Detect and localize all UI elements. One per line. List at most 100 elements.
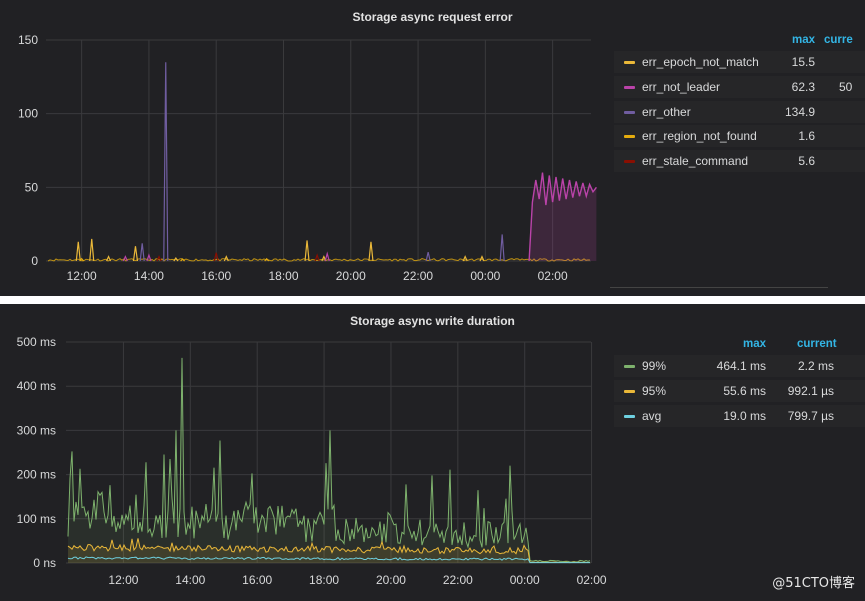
legend-max-value: 1.6: [798, 129, 815, 144]
legend-swatch: [624, 61, 635, 64]
y-tick-label: 200 ms: [17, 468, 56, 482]
legend-current-header[interactable]: current: [797, 338, 837, 350]
legend-series-name: 95%: [642, 383, 667, 398]
legend-current-value: 992.1 µs: [787, 383, 834, 398]
legend-series-name: err_region_not_found: [642, 129, 757, 144]
legend-row[interactable]: err_region_not_found 1.6: [614, 125, 865, 148]
y-tick-label: 100 ms: [17, 512, 56, 526]
legend-max-header[interactable]: max: [743, 338, 767, 350]
legend-swatch: [624, 160, 635, 164]
y-tick-label: 0: [31, 254, 38, 268]
series-area-95: [68, 538, 591, 563]
series-spike: [425, 252, 431, 262]
series-line-99: [67, 357, 591, 563]
request-error-panel: Storage async request error 150 100 50 0 12:…: [0, 0, 865, 296]
series-spike: [146, 253, 152, 262]
scrollbar[interactable]: [610, 287, 828, 288]
legend-row[interactable]: 95% 55.6 ms 992.1 µs: [614, 379, 865, 402]
legend-current-header[interactable]: curre: [824, 34, 853, 46]
x-tick-label: 16:00: [201, 269, 231, 283]
x-tick-label: 18:00: [268, 269, 298, 283]
y-tick-label: 50: [25, 180, 39, 194]
legend-row[interactable]: err_not_leader 62.3 50: [614, 75, 865, 98]
legend-series-name: err_other: [642, 104, 691, 119]
series-spike: [180, 258, 185, 262]
x-tick-label: 02:00: [577, 573, 607, 587]
y-tick-label: 150: [18, 33, 38, 47]
legend-row[interactable]: 99% 464.1 ms 2.2 ms: [614, 355, 865, 377]
legend-swatch: [624, 365, 635, 368]
y-tick-label: 500 ms: [17, 335, 56, 349]
legend-row[interactable]: avg 19.0 ms 799.7 µs: [614, 404, 865, 427]
series-spike: [106, 255, 112, 262]
series-line-avg: [67, 556, 590, 564]
legend-series-name: 99%: [642, 359, 667, 373]
x-tick-label: 02:00: [538, 269, 568, 283]
legend-current-value: 2.2 ms: [797, 359, 834, 373]
x-tick-label: 14:00: [175, 573, 205, 587]
write-duration-legend: max current 99% 464.1 ms 2.2 ms 95% 55.6…: [614, 338, 865, 429]
request-error-chart: 150 100 50 0 12:00 14:00 16:00 18:00 20:00 22:00 0…: [18, 33, 597, 283]
legend-max-value: 62.3: [791, 79, 815, 94]
y-tick-label: 400 ms: [17, 379, 56, 393]
legend-series-name: err_stale_command: [642, 154, 749, 169]
legend-max-value: 5.6: [798, 154, 815, 169]
legend-row[interactable]: err_stale_command 5.6: [614, 150, 865, 173]
series-spike: [223, 255, 229, 262]
series-spike: [368, 241, 374, 262]
series-spike: [499, 234, 505, 262]
legend-max-header[interactable]: max: [792, 34, 816, 46]
series-spike: [163, 62, 169, 262]
x-tick-label: 20:00: [336, 269, 366, 283]
x-tick-label: 12:00: [108, 573, 138, 587]
series-spike: [89, 238, 95, 262]
legend-current-value: 50: [839, 79, 853, 94]
x-tick-label: 22:00: [403, 269, 433, 283]
series-spike: [213, 252, 219, 262]
series-spike: [79, 257, 85, 262]
legend-series-name: avg: [642, 408, 662, 423]
x-tick-label: 00:00: [510, 573, 540, 587]
series-spike: [314, 253, 320, 262]
x-tick-label: 00:00: [470, 269, 500, 283]
legend-row[interactable]: err_epoch_not_match 15.5: [614, 51, 865, 73]
y-tick-label: 100: [18, 107, 38, 121]
series-spike: [122, 255, 128, 262]
x-tick-label: 14:00: [134, 269, 164, 283]
legend-max-value: 134.9: [784, 104, 815, 119]
legend-max-value: 15.5: [791, 55, 815, 69]
series-spike: [132, 246, 139, 262]
legend-header: max curre: [614, 34, 865, 51]
series-spike: [139, 243, 145, 262]
watermark: @51CTO博客: [772, 576, 855, 591]
legend-series-name: err_not_leader: [642, 79, 721, 94]
series-line-95: [67, 538, 590, 564]
legend-row[interactable]: err_other 134.9: [614, 100, 865, 123]
series-spike: [462, 255, 468, 262]
legend-swatch: [624, 414, 635, 418]
y-tick-label: 0 ns: [33, 556, 56, 570]
series-line-err-not-leader: [528, 172, 597, 262]
series-spike: [479, 255, 485, 262]
legend-max-value: 55.6 ms: [723, 383, 766, 398]
x-tick-label: 18:00: [309, 573, 339, 587]
legend-series-name: err_epoch_not_match: [642, 55, 759, 69]
legend-swatch: [624, 85, 635, 89]
legend-swatch: [624, 389, 635, 393]
legend-swatch: [624, 110, 635, 114]
series-spike: [324, 251, 330, 262]
series-spike: [173, 256, 179, 262]
legend-header: max current: [614, 338, 865, 355]
panel-title[interactable]: Storage async request error: [352, 10, 513, 24]
legend-max-value: 19.0 ms: [723, 408, 766, 423]
series-spike: [156, 255, 162, 262]
legend-current-value: 799.7 µs: [787, 408, 834, 423]
legend-max-value: 464.1 ms: [716, 359, 766, 373]
x-tick-label: 20:00: [376, 573, 406, 587]
legend-swatch: [624, 135, 635, 139]
panel-title[interactable]: Storage async write duration: [350, 314, 515, 328]
series-spike: [264, 257, 270, 262]
x-tick-label: 22:00: [443, 573, 473, 587]
series-spike: [304, 240, 310, 262]
x-tick-label: 16:00: [242, 573, 272, 587]
